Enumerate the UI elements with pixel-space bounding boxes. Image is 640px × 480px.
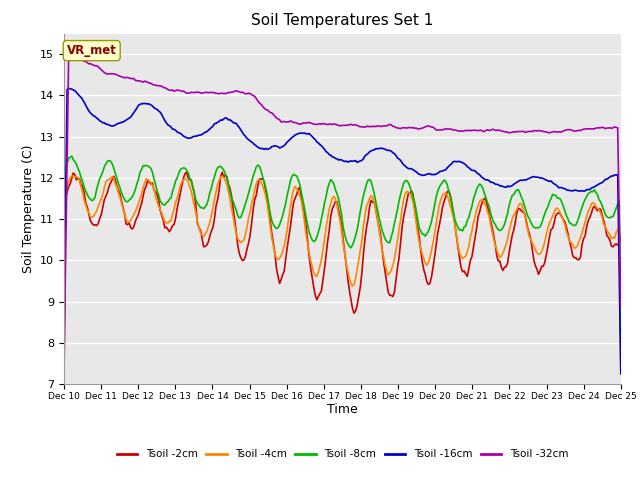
Y-axis label: Soil Temperature (C): Soil Temperature (C) [22,144,35,273]
X-axis label: Time: Time [327,403,358,417]
Legend: Tsoil -2cm, Tsoil -4cm, Tsoil -8cm, Tsoil -16cm, Tsoil -32cm: Tsoil -2cm, Tsoil -4cm, Tsoil -8cm, Tsoi… [113,445,572,464]
Text: VR_met: VR_met [67,44,116,57]
Title: Soil Temperatures Set 1: Soil Temperatures Set 1 [252,13,433,28]
